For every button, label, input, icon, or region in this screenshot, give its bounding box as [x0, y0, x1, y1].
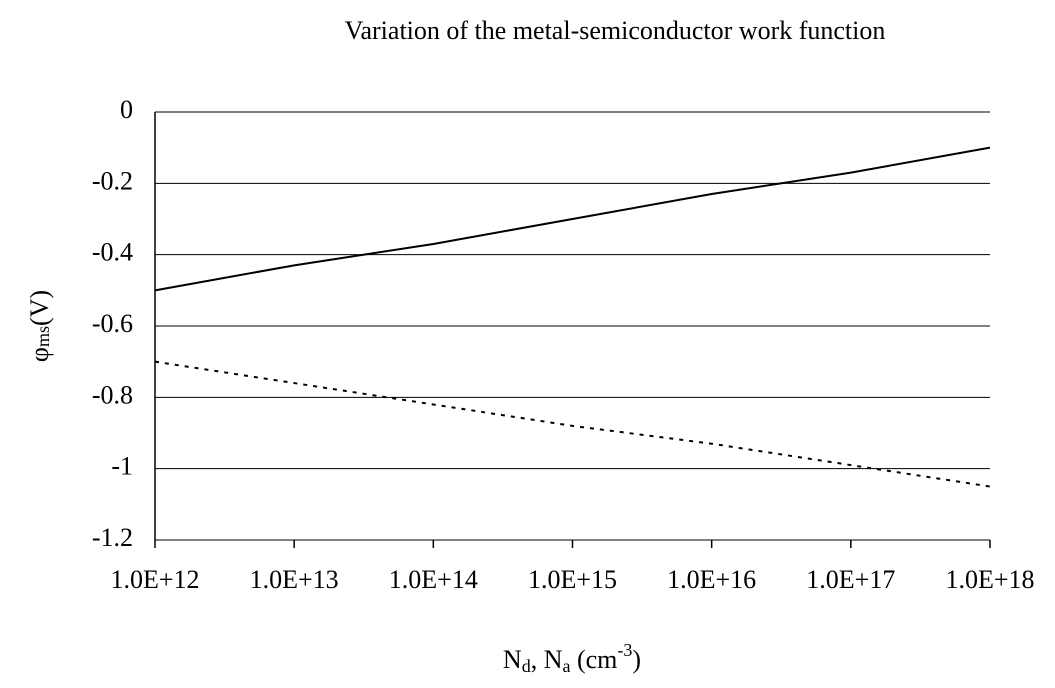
x-axis-label: Nd, Na (cm-3) — [503, 640, 641, 676]
x-label-part: (cm — [570, 645, 617, 674]
series-line — [154, 360, 991, 488]
x-tick-label: 1.0E+14 — [389, 565, 478, 594]
y-label-part: ms — [33, 326, 53, 347]
x-tick-label: 1.0E+16 — [667, 565, 756, 594]
x-tick-label: 1.0E+18 — [945, 565, 1034, 594]
x-label-part: -3 — [617, 640, 632, 660]
y-tick-label: -1 — [111, 452, 133, 481]
series-line — [154, 146, 991, 292]
x-label-part: d — [522, 656, 531, 676]
chart-title: Variation of the metal-semiconductor wor… — [345, 16, 886, 45]
y-tick-label: -0.8 — [92, 380, 133, 409]
y-tick-label: 0 — [120, 95, 133, 124]
x-tick-label: 1.0E+15 — [528, 565, 617, 594]
x-label-part: , N — [531, 645, 563, 674]
y-tick-label: -0.6 — [92, 309, 133, 338]
y-tick-label: -0.4 — [92, 238, 133, 267]
y-tick-label: -0.2 — [92, 166, 133, 195]
x-label-part: N — [503, 645, 522, 674]
x-tick-label: 1.0E+17 — [806, 565, 895, 594]
x-label-part: a — [562, 656, 570, 676]
y-axis-label: φms(V) — [25, 290, 54, 362]
x-tick-label: 1.0E+13 — [250, 565, 339, 594]
x-tick-label: 1.0E+12 — [110, 565, 199, 594]
y-tick-label: -1.2 — [92, 523, 133, 552]
y-label-part: φ — [25, 347, 54, 362]
x-label-part: ) — [632, 645, 641, 674]
y-label-part: (V) — [25, 290, 54, 326]
